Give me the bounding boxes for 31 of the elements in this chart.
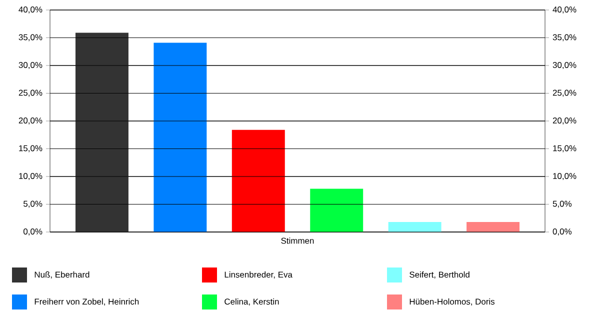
bar <box>154 42 207 232</box>
legend-label: Hüben-Holomos, Doris <box>410 298 495 306</box>
bar <box>310 188 364 232</box>
y-tick-label: 35,0% <box>18 34 42 42</box>
y-tick-label: 25,0% <box>18 90 42 97</box>
text: 25,0% <box>552 90 576 97</box>
text: 35,0% <box>552 34 576 42</box>
text: 0,0% <box>552 228 572 236</box>
legend-label: Celina, Kerstin <box>224 298 279 306</box>
y-tick-label: 0,0% <box>24 228 42 236</box>
y-tick-label: 10,0% <box>19 173 42 180</box>
text: 30,0% <box>552 62 576 69</box>
text: 20,0% <box>552 118 576 124</box>
legend-label: Nuß, Eberhard <box>34 271 90 279</box>
bar <box>388 222 442 232</box>
legend-label: Linsenbreder, Eva <box>224 271 292 279</box>
y-tick-label: 40,0% <box>18 6 42 14</box>
text: 10,0% <box>553 173 576 180</box>
legend-label: Freiherr von Zobel, Heinrich <box>34 298 139 306</box>
y-tick-label: 15,0% <box>19 145 42 152</box>
bar <box>75 32 128 232</box>
y-tick-label: 20,0% <box>18 118 42 124</box>
bar <box>466 222 520 232</box>
bar <box>232 130 285 232</box>
y-tick-label: 5,0% <box>24 200 42 208</box>
text: 40,0% <box>552 6 576 14</box>
text: 15,0% <box>553 145 576 152</box>
y-tick-label: 30,0% <box>18 62 42 69</box>
legend-label: Seifert, Berthold <box>410 271 470 279</box>
x-tick-label: Stimmen <box>281 238 314 244</box>
text: 5,0% <box>552 200 572 208</box>
